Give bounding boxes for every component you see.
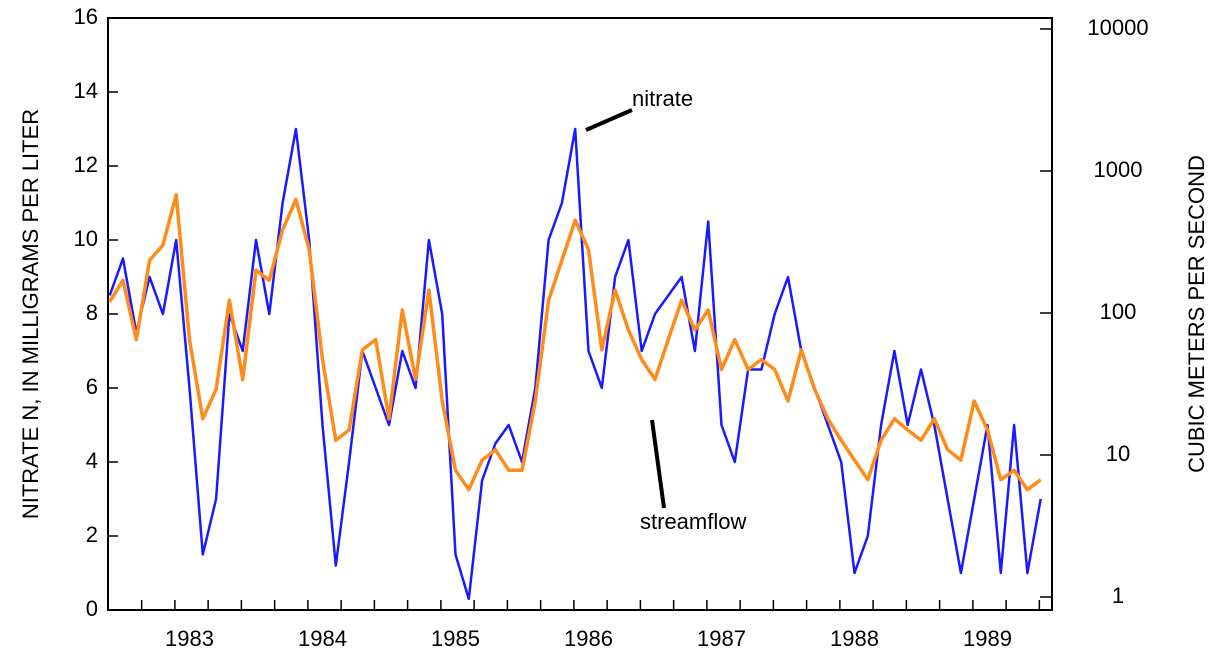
- annotation: streamflow: [640, 509, 746, 534]
- annotation-leader: [585, 108, 633, 132]
- annotation: nitrate: [632, 86, 693, 111]
- x-tick-label: 1985: [431, 626, 480, 651]
- y2-tick-label: 10000: [1087, 15, 1148, 40]
- y2-tick-label: 100: [1100, 299, 1137, 324]
- annotation-leader: [650, 419, 666, 509]
- y-tick-label: 10: [74, 226, 98, 251]
- series-line: [108, 127, 1042, 601]
- x-tick-label: 1989: [963, 626, 1012, 651]
- y-tick-label: 16: [74, 4, 98, 29]
- x-tick-label: 1983: [165, 626, 214, 651]
- y2-tick-label: 1000: [1094, 157, 1143, 182]
- y2-tick-label: 1: [1112, 583, 1124, 608]
- y-tick-label: 8: [86, 300, 98, 325]
- x-tick-label: 1988: [830, 626, 879, 651]
- y2-tick-label: 10: [1106, 441, 1130, 466]
- y-tick-label: 4: [86, 448, 98, 473]
- y-tick-label: 12: [74, 152, 98, 177]
- y-axis-label: NITRATE N, IN MILLIGRAMS PER LITER: [18, 109, 43, 519]
- y-tick-label: 14: [74, 78, 98, 103]
- x-tick-label: 1984: [298, 626, 347, 651]
- x-tick-label: 1986: [564, 626, 613, 651]
- y-tick-label: 2: [86, 522, 98, 547]
- x-tick-label: 1987: [697, 626, 746, 651]
- y-tick-label: 6: [86, 374, 98, 399]
- y2-axis-label: CUBIC METERS PER SECOND: [1184, 155, 1209, 473]
- y-tick-label: 0: [86, 596, 98, 621]
- series-line: [108, 193, 1042, 492]
